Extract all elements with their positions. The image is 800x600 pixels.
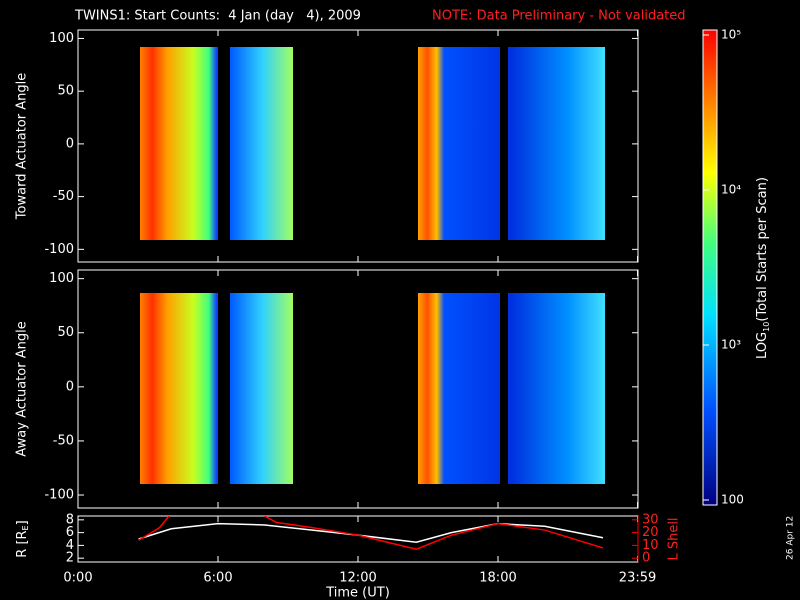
colorbar-label-part: LOG: [755, 332, 770, 359]
y-tick-label: 4: [66, 538, 74, 553]
x-axis-label: Time (UT): [325, 586, 390, 600]
y2-tick-label: 20: [642, 525, 659, 540]
note: NOTE: Data Preliminary - Not validated: [432, 9, 686, 24]
y-tick-label: 0: [66, 136, 74, 151]
y-tick-label: 50: [57, 84, 74, 99]
y-axis-label: Toward Actuator Angle: [15, 73, 30, 220]
y-tick-label: 0: [66, 379, 74, 394]
y-tick-label: -100: [44, 242, 74, 257]
plot-frame: [77, 515, 639, 563]
colorbar: [702, 29, 718, 506]
y2-tick-label: 0: [642, 551, 650, 566]
colorbar-tick-label: 100: [721, 493, 744, 507]
series-line: [138, 522, 604, 543]
y2-axis-label: L Shell: [667, 517, 682, 560]
date-stamp: 26 Apr 12: [786, 516, 796, 560]
x-tick-label: 6:00: [203, 571, 232, 586]
chart-title: TWINS1: Start Counts: 4 Jan (day 4), 200…: [74, 9, 361, 24]
x-tick-label: 18:00: [479, 571, 516, 586]
series-line: [138, 516, 604, 551]
y-axis-label-part: ]: [15, 520, 30, 525]
y-tick-label: -100: [44, 488, 74, 503]
y-axis-label: Away Actuator Angle: [15, 321, 30, 456]
spectrogram-blocks: [140, 40, 605, 501]
y-tick-label: 50: [57, 325, 74, 340]
y-tick-label: -50: [53, 433, 74, 448]
y-tick-label: 100: [49, 31, 74, 46]
y-tick-label: 6: [66, 525, 74, 540]
colorbar-label: LOG10(Total Starts per Scan): [755, 177, 771, 359]
y2-tick-label: 30: [642, 512, 659, 527]
x-tick-label: 12:00: [339, 571, 376, 586]
y-tick-label: 8: [66, 512, 74, 527]
colorbar-label-part: (Total Starts per Scan): [755, 177, 770, 322]
y-tick-label: 100: [49, 271, 74, 286]
y-axis-label-sub: E: [21, 525, 30, 530]
x-tick-label: 0:00: [63, 571, 92, 586]
y-axis-label-part: R [R: [15, 530, 30, 557]
y-tick-label: 2: [66, 551, 74, 566]
colorbar-tick-label: 10⁴: [721, 183, 741, 197]
colorbar-label-sub: 10: [762, 322, 771, 332]
colorbar-tick-label: 10³: [721, 338, 741, 352]
y-tick-label: -50: [53, 189, 74, 204]
colorbar-tick-label: 10⁵: [721, 28, 741, 42]
x-tick-label: 23:59: [619, 571, 656, 586]
y2-tick-label: 10: [642, 538, 659, 553]
y-axis-label: R [RE]: [15, 520, 30, 557]
